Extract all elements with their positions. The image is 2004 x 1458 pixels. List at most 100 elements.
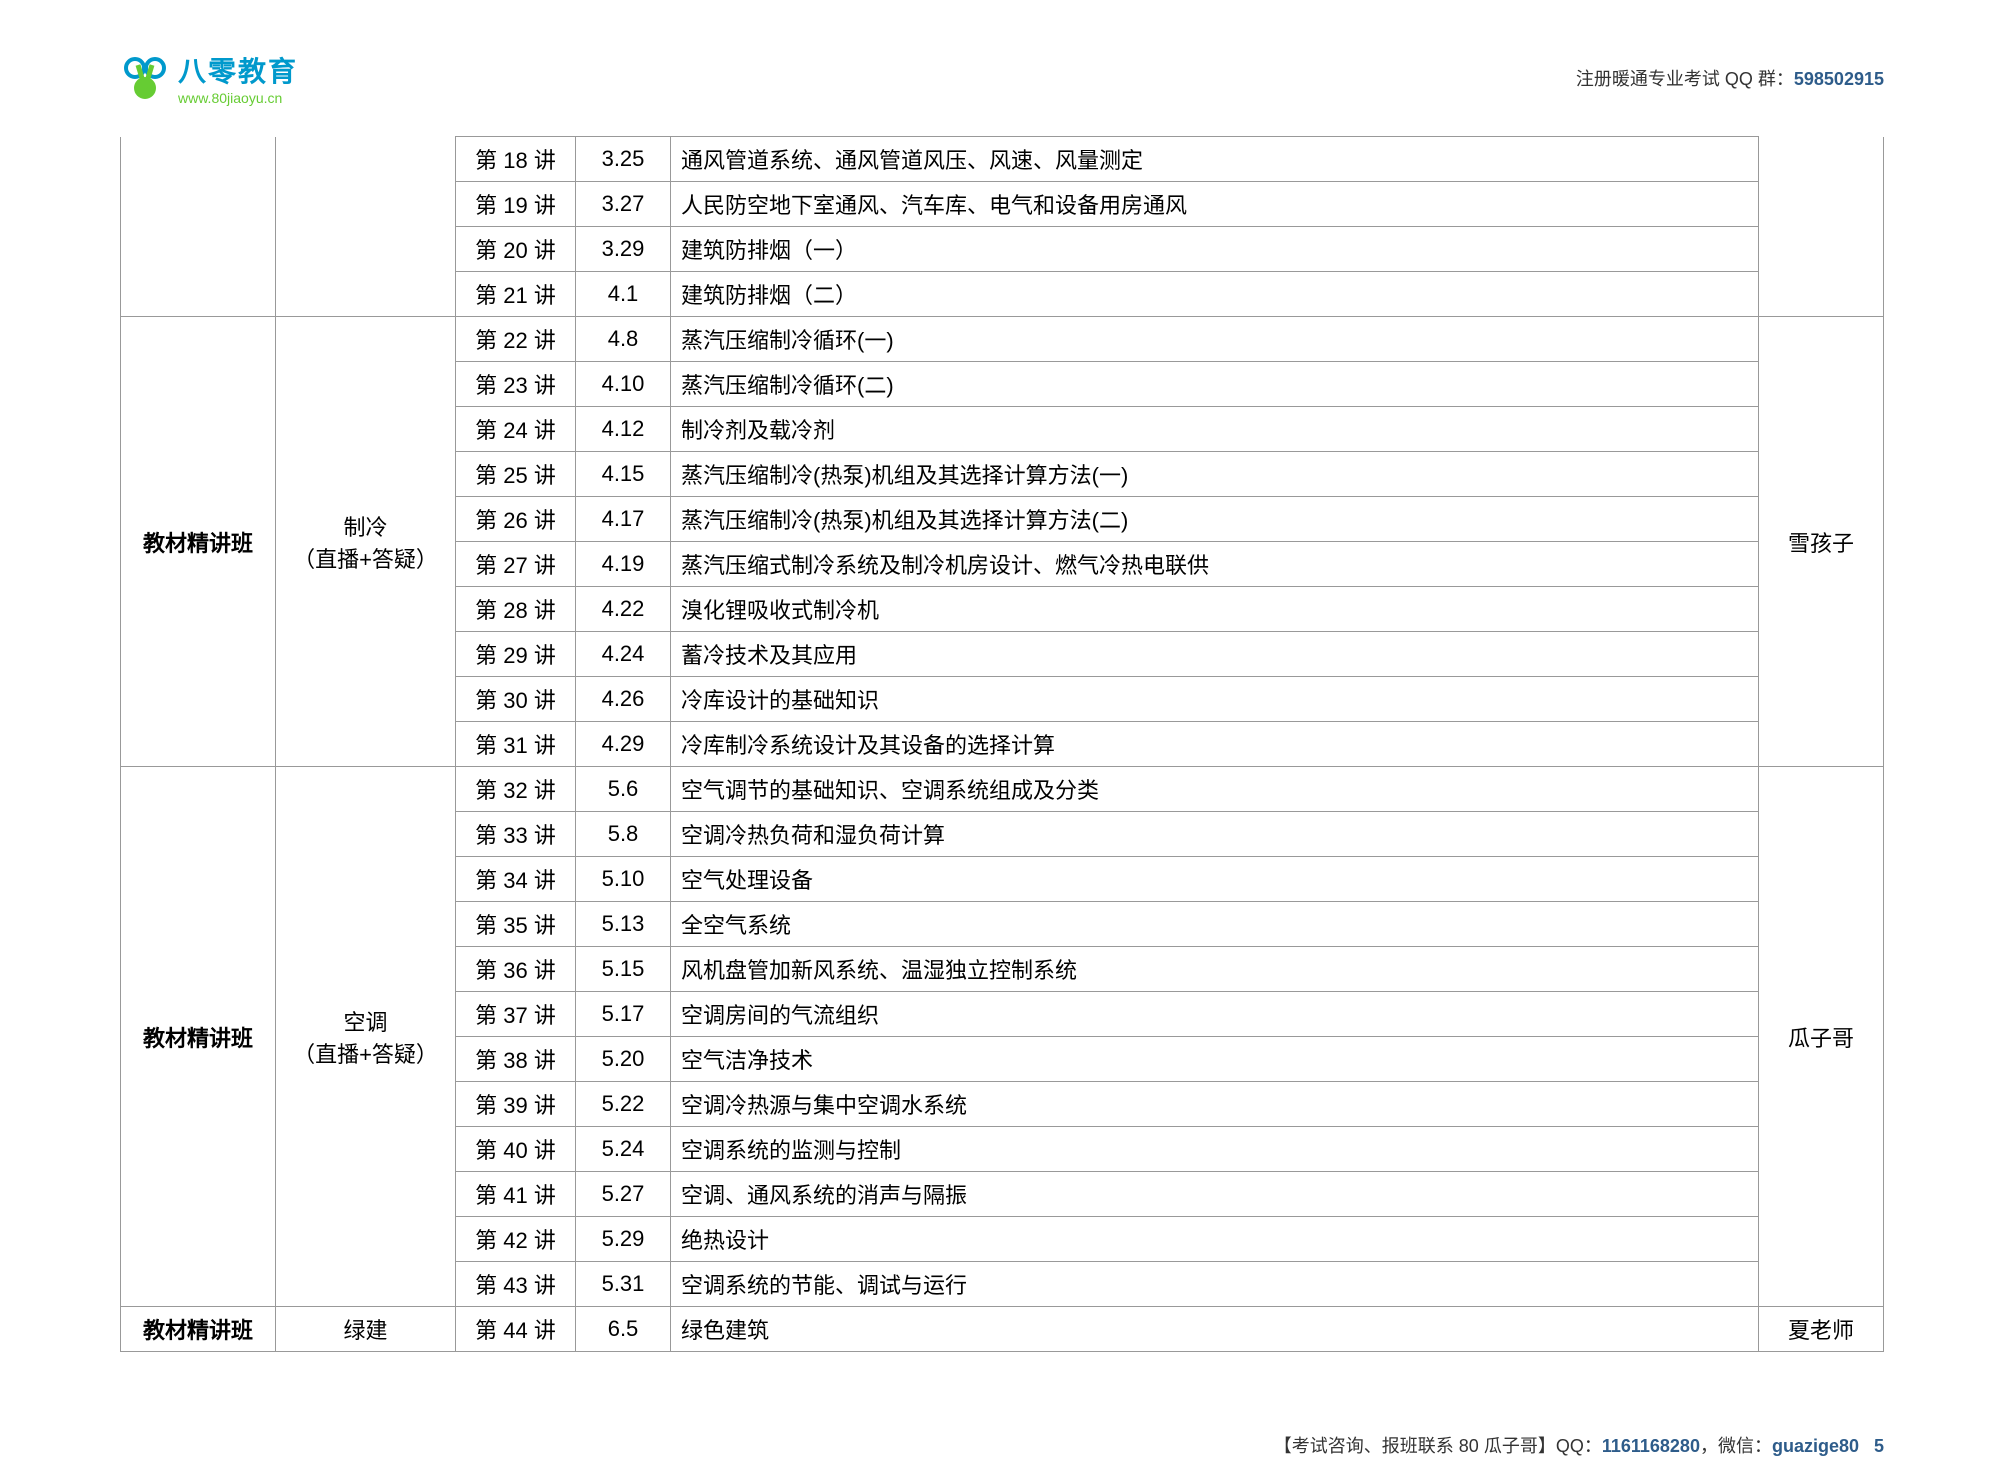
topic-cell: 风机盘管加新风系统、温湿独立控制系统 bbox=[671, 947, 1759, 992]
topic-cell: 制冷剂及载冷剂 bbox=[671, 407, 1759, 452]
table-row: 教材精讲班空调（直播+答疑）第 32 讲5.6空气调节的基础知识、空调系统组成及… bbox=[121, 767, 1884, 812]
date-cell: 5.6 bbox=[576, 767, 671, 812]
logo-url: www.80jiaoyu.cn bbox=[178, 90, 298, 106]
topic-cell: 蒸汽压缩制冷循环(一) bbox=[671, 317, 1759, 362]
topic-cell: 空调系统的监测与控制 bbox=[671, 1127, 1759, 1172]
lesson-cell: 第 27 讲 bbox=[456, 542, 576, 587]
topic-cell: 溴化锂吸收式制冷机 bbox=[671, 587, 1759, 632]
date-cell: 4.19 bbox=[576, 542, 671, 587]
date-cell: 3.27 bbox=[576, 182, 671, 227]
subject-cell: 空调（直播+答疑） bbox=[276, 767, 456, 1307]
date-cell: 5.17 bbox=[576, 992, 671, 1037]
date-cell: 5.13 bbox=[576, 902, 671, 947]
lesson-cell: 第 31 讲 bbox=[456, 722, 576, 767]
topic-cell: 建筑防排烟（一） bbox=[671, 227, 1759, 272]
date-cell: 4.24 bbox=[576, 632, 671, 677]
header-qq-number: 598502915 bbox=[1794, 69, 1884, 89]
topic-cell: 蒸汽压缩制冷(热泵)机组及其选择计算方法(二) bbox=[671, 497, 1759, 542]
class-type-cell bbox=[121, 137, 276, 317]
topic-cell: 绝热设计 bbox=[671, 1217, 1759, 1262]
topic-cell: 人民防空地下室通风、汽车库、电气和设备用房通风 bbox=[671, 182, 1759, 227]
lesson-cell: 第 36 讲 bbox=[456, 947, 576, 992]
lesson-cell: 第 42 讲 bbox=[456, 1217, 576, 1262]
lesson-cell: 第 44 讲 bbox=[456, 1307, 576, 1352]
logo: 八零教育 www.80jiaoyu.cn bbox=[120, 50, 298, 106]
lesson-cell: 第 33 讲 bbox=[456, 812, 576, 857]
date-cell: 4.26 bbox=[576, 677, 671, 722]
date-cell: 5.24 bbox=[576, 1127, 671, 1172]
topic-cell: 蒸汽压缩式制冷系统及制冷机房设计、燃气冷热电联供 bbox=[671, 542, 1759, 587]
date-cell: 4.1 bbox=[576, 272, 671, 317]
topic-cell: 蒸汽压缩制冷(热泵)机组及其选择计算方法(一) bbox=[671, 452, 1759, 497]
lesson-cell: 第 41 讲 bbox=[456, 1172, 576, 1217]
lesson-cell: 第 26 讲 bbox=[456, 497, 576, 542]
class-type-cell: 教材精讲班 bbox=[121, 317, 276, 767]
date-cell: 4.12 bbox=[576, 407, 671, 452]
header-text: 注册暖通专业考试 QQ 群： bbox=[1576, 69, 1794, 89]
table-row: 第 18 讲3.25通风管道系统、通风管道风压、风速、风量测定 bbox=[121, 137, 1884, 182]
topic-cell: 绿色建筑 bbox=[671, 1307, 1759, 1352]
date-cell: 4.15 bbox=[576, 452, 671, 497]
footer-prefix: 【考试咨询、报班联系 80 瓜子哥】QQ： bbox=[1274, 1436, 1602, 1456]
topic-cell: 蒸汽压缩制冷循环(二) bbox=[671, 362, 1759, 407]
topic-cell: 冷库设计的基础知识 bbox=[671, 677, 1759, 722]
lesson-cell: 第 20 讲 bbox=[456, 227, 576, 272]
instructor-cell bbox=[1759, 137, 1884, 317]
instructor-cell: 雪孩子 bbox=[1759, 317, 1884, 767]
lesson-cell: 第 32 讲 bbox=[456, 767, 576, 812]
lesson-cell: 第 30 讲 bbox=[456, 677, 576, 722]
topic-cell: 空调房间的气流组织 bbox=[671, 992, 1759, 1037]
footer-mid: ，微信： bbox=[1700, 1436, 1772, 1456]
date-cell: 5.29 bbox=[576, 1217, 671, 1262]
topic-cell: 建筑防排烟（二） bbox=[671, 272, 1759, 317]
date-cell: 5.20 bbox=[576, 1037, 671, 1082]
class-type-cell: 教材精讲班 bbox=[121, 767, 276, 1307]
schedule-table: 第 18 讲3.25通风管道系统、通风管道风压、风速、风量测定第 19 讲3.2… bbox=[120, 136, 1884, 1352]
topic-cell: 通风管道系统、通风管道风压、风速、风量测定 bbox=[671, 137, 1759, 182]
topic-cell: 空调系统的节能、调试与运行 bbox=[671, 1262, 1759, 1307]
topic-cell: 空调、通风系统的消声与隔振 bbox=[671, 1172, 1759, 1217]
lesson-cell: 第 25 讲 bbox=[456, 452, 576, 497]
date-cell: 5.27 bbox=[576, 1172, 671, 1217]
header-qq-info: 注册暖通专业考试 QQ 群：598502915 bbox=[1576, 65, 1884, 91]
topic-cell: 全空气系统 bbox=[671, 902, 1759, 947]
date-cell: 3.29 bbox=[576, 227, 671, 272]
instructor-cell: 夏老师 bbox=[1759, 1307, 1884, 1352]
subject-cell: 绿建 bbox=[276, 1307, 456, 1352]
logo-title: 八零教育 bbox=[178, 50, 298, 90]
lesson-cell: 第 39 讲 bbox=[456, 1082, 576, 1127]
date-cell: 4.17 bbox=[576, 497, 671, 542]
table-row: 教材精讲班绿建第 44 讲6.5绿色建筑夏老师 bbox=[121, 1307, 1884, 1352]
footer-wechat: guazige80 bbox=[1772, 1436, 1859, 1456]
topic-cell: 冷库制冷系统设计及其设备的选择计算 bbox=[671, 722, 1759, 767]
lesson-cell: 第 34 讲 bbox=[456, 857, 576, 902]
lesson-cell: 第 35 讲 bbox=[456, 902, 576, 947]
date-cell: 5.22 bbox=[576, 1082, 671, 1127]
topic-cell: 空气调节的基础知识、空调系统组成及分类 bbox=[671, 767, 1759, 812]
lesson-cell: 第 19 讲 bbox=[456, 182, 576, 227]
date-cell: 5.8 bbox=[576, 812, 671, 857]
date-cell: 6.5 bbox=[576, 1307, 671, 1352]
page-header: 八零教育 www.80jiaoyu.cn 注册暖通专业考试 QQ 群：59850… bbox=[120, 50, 1884, 106]
date-cell: 5.15 bbox=[576, 947, 671, 992]
topic-cell: 空气处理设备 bbox=[671, 857, 1759, 902]
topic-cell: 蓄冷技术及其应用 bbox=[671, 632, 1759, 677]
subject-cell bbox=[276, 137, 456, 317]
date-cell: 5.10 bbox=[576, 857, 671, 902]
topic-cell: 空气洁净技术 bbox=[671, 1037, 1759, 1082]
logo-icon bbox=[120, 53, 170, 103]
subject-cell: 制冷（直播+答疑） bbox=[276, 317, 456, 767]
page-footer: 【考试咨询、报班联系 80 瓜子哥】QQ：1161168280，微信：guazi… bbox=[120, 1432, 1884, 1458]
lesson-cell: 第 22 讲 bbox=[456, 317, 576, 362]
lesson-cell: 第 28 讲 bbox=[456, 587, 576, 632]
lesson-cell: 第 21 讲 bbox=[456, 272, 576, 317]
date-cell: 3.25 bbox=[576, 137, 671, 182]
date-cell: 4.22 bbox=[576, 587, 671, 632]
lesson-cell: 第 38 讲 bbox=[456, 1037, 576, 1082]
lesson-cell: 第 40 讲 bbox=[456, 1127, 576, 1172]
lesson-cell: 第 18 讲 bbox=[456, 137, 576, 182]
lesson-cell: 第 37 讲 bbox=[456, 992, 576, 1037]
lesson-cell: 第 29 讲 bbox=[456, 632, 576, 677]
instructor-cell: 瓜子哥 bbox=[1759, 767, 1884, 1307]
table-row: 教材精讲班制冷（直播+答疑）第 22 讲4.8蒸汽压缩制冷循环(一)雪孩子 bbox=[121, 317, 1884, 362]
